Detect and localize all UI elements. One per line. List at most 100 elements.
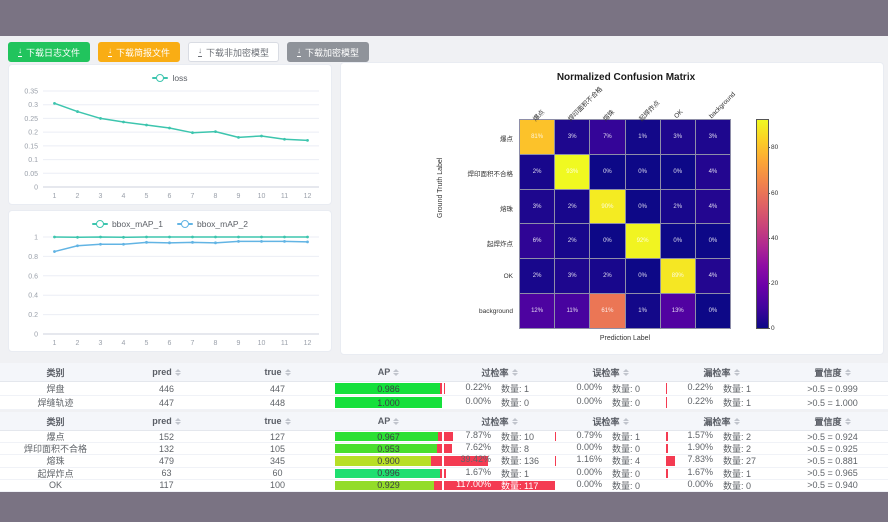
svg-text:0.3: 0.3 — [28, 102, 38, 109]
matrix-cell: 1% — [625, 120, 660, 154]
rate-percent: 0.00% — [576, 382, 602, 392]
svg-text:5: 5 — [145, 340, 149, 347]
column-header-过检率[interactable]: 过检率 — [444, 363, 555, 381]
sort-icon[interactable] — [844, 368, 851, 376]
column-header-AP[interactable]: AP — [333, 363, 444, 381]
svg-text:2: 2 — [76, 193, 80, 200]
false-detect-rate-cell: 0.00% 数量: 0 — [555, 396, 666, 409]
class-name-cell: 起焊炸点 — [37, 468, 74, 479]
sort-icon[interactable] — [174, 368, 181, 376]
table-row: 爆点 152 127 0.967 7.87% 数量: 10 0.79% 数量: 1 1.57% 数… — [0, 431, 888, 444]
colorbar-tick: 0 — [768, 325, 775, 332]
download-toolbar: ↓ 下载日志文件 ↓ 下载简报文件 ↓ 下载非加密模型 ↓ 下载加密模型 — [8, 42, 370, 62]
matrix-column-label: 焊印面积不合格 — [567, 85, 605, 123]
table-row: 熔珠 479 345 0.900 39.42% 数量: 136 1.16% 数量: 4 7.83… — [0, 455, 888, 468]
svg-text:12: 12 — [304, 340, 312, 347]
matrix-cell: 4% — [695, 154, 730, 189]
table-row: 焊盘 446 447 0.986 0.22% 数量: 1 0.00% 数量: 0 0.22% 数量… — [0, 382, 888, 396]
miss-rate-cell: 1.57% 数量: 2 — [666, 431, 777, 442]
rate-percent: 0.22% — [687, 396, 713, 406]
column-header-误检率[interactable]: 误检率 — [555, 412, 666, 430]
column-header-label: pred — [152, 367, 172, 377]
legend-item-loss[interactable]: loss — [152, 73, 188, 83]
ap-bar-track — [335, 383, 442, 394]
top-frame-band — [0, 0, 888, 36]
miss-rate-cell: 7.83% 数量: 27 — [666, 455, 777, 466]
svg-text:0: 0 — [34, 185, 38, 192]
rate-bar — [666, 468, 668, 478]
sort-icon[interactable] — [622, 417, 629, 425]
download-icon: ↓ — [18, 46, 22, 57]
confusion-matrix-title: Normalized Confusion Matrix — [556, 72, 696, 83]
ap-bar — [335, 383, 441, 394]
download-plain-model-button[interactable]: ↓ 下载非加密模型 — [188, 42, 280, 62]
download-encrypted-model-button[interactable]: ↓ 下载加密模型 — [287, 42, 370, 62]
sort-icon[interactable] — [511, 417, 518, 425]
line-series-icon — [152, 74, 169, 82]
map-chart: 00.20.40.60.811 2 3 4 5 6 7 8 9 10 11 12 — [28, 235, 319, 347]
column-header-label: true — [264, 367, 282, 377]
column-header-true[interactable]: true — [222, 412, 333, 430]
column-header-置信度[interactable]: 置信度 — [777, 412, 888, 430]
pred-count-cell: 446 — [158, 383, 175, 394]
legend-item-bbox_mAP_1[interactable]: bbox_mAP_1 — [91, 219, 163, 229]
rate-values: 0.00% 数量: 0 — [555, 396, 666, 409]
column-header-漏检率[interactable]: 漏检率 — [666, 363, 777, 381]
column-header-pred[interactable]: pred — [111, 412, 222, 430]
ap-cell: 0.900 — [333, 455, 444, 466]
column-header-过检率[interactable]: 过检率 — [444, 412, 555, 430]
rate-percent: 0.00% — [576, 467, 602, 477]
table-row: 焊缝轨迹 447 448 1.000 0.00% 数量: 0 0.00% 数量: 0 0.22%… — [0, 396, 888, 410]
download-log-file-button[interactable]: ↓ 下载日志文件 — [8, 42, 91, 62]
false-detect-rate-cell: 0.00% 数量: 0 — [555, 480, 666, 491]
button-label: 下载简报文件 — [116, 47, 171, 58]
true-count-cell: 100 — [269, 480, 286, 491]
true-count-cell: 447 — [269, 383, 286, 394]
column-header-AP[interactable]: AP — [333, 412, 444, 430]
ap-value: 0.900 — [377, 455, 400, 466]
svg-text:4: 4 — [122, 193, 126, 200]
line-series-icon — [91, 220, 108, 228]
column-header-pred[interactable]: pred — [111, 363, 222, 381]
ap-bar-track — [335, 444, 442, 454]
confidence-cell: >0.5 = 0.999 — [807, 383, 858, 394]
confusion-matrix-grid: 81% 3% 7% 1% 3% 3% 2% 93% 0% 0% 0% 4% 3% 2% 90% 0% 2% 4% 6… — [519, 119, 731, 329]
miss-rate-cell: 0.22% 数量: 1 — [666, 382, 777, 395]
column-header-置信度[interactable]: 置信度 — [777, 363, 888, 381]
ap-bar — [335, 432, 439, 442]
column-header-label: 误检率 — [592, 367, 620, 378]
ap-bar-track — [335, 480, 442, 490]
download-icon: ↓ — [297, 46, 302, 57]
sort-icon[interactable] — [284, 368, 291, 376]
sort-icon[interactable] — [393, 368, 400, 376]
sort-icon[interactable] — [393, 417, 400, 425]
matrix-cell: 0% — [625, 189, 660, 224]
column-header-label: 漏检率 — [703, 367, 731, 378]
matrix-row-label: 焊印面积不合格 — [467, 170, 514, 178]
sort-icon[interactable] — [844, 417, 851, 425]
sort-icon[interactable] — [174, 417, 181, 425]
download-icon: ↓ — [198, 46, 203, 57]
loss-chart-card: loss 0 0.05 0.1 0.15 0.2 0.25 0.3 0.35 1 2 3 4 5 6 7 8 9… — [8, 64, 332, 205]
sort-icon[interactable] — [733, 417, 740, 425]
matrix-cell: 7% — [590, 120, 625, 154]
rate-percent: 1.67% — [687, 467, 713, 477]
sort-icon[interactable] — [284, 417, 291, 425]
legend-label: loss — [172, 73, 188, 83]
sort-icon[interactable] — [511, 368, 518, 376]
ap-cell: 1.000 — [333, 396, 444, 409]
class-metrics-table: 类别 pred true AP 过检率 误检率 漏检率 置信度 爆点 152 127 0.967 7.8… — [0, 412, 888, 492]
sort-icon[interactable] — [733, 368, 740, 376]
sort-icon[interactable] — [622, 368, 629, 376]
svg-text:1: 1 — [34, 235, 38, 242]
svg-text:0.6: 0.6 — [28, 273, 38, 280]
ap-cell: 0.986 — [333, 382, 444, 395]
download-report-file-button[interactable]: ↓ 下载简报文件 — [98, 42, 181, 62]
legend-item-bbox_mAP_2[interactable]: bbox_mAP_2 — [177, 219, 248, 229]
matrix-column-label: background — [708, 91, 738, 120]
ap-remainder-bar — [440, 383, 442, 394]
column-header-漏检率[interactable]: 漏检率 — [666, 412, 777, 430]
column-header-误检率[interactable]: 误检率 — [555, 363, 666, 381]
column-header-true[interactable]: true — [222, 363, 333, 381]
prediction-axis-label: Prediction Label — [599, 335, 651, 342]
